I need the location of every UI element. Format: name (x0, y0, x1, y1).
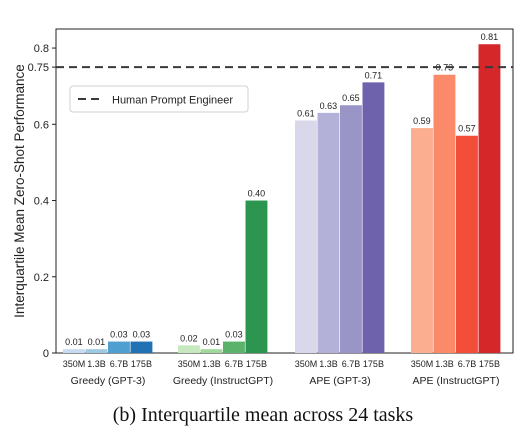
chart-overlay: Human Prompt Engineer (56, 66, 513, 113)
bar (245, 200, 268, 353)
x-size-label: 175B (246, 359, 267, 369)
y-tick-label: 0.75 (28, 62, 49, 74)
bar (433, 74, 456, 353)
bar (411, 128, 433, 353)
bar (456, 135, 478, 353)
bar (223, 341, 245, 353)
bar-value-label: 0.01 (65, 337, 83, 347)
x-size-label: 175B (363, 359, 384, 369)
bar (340, 105, 362, 353)
x-size-label: 175B (131, 359, 152, 369)
bar-value-label: 0.59 (413, 116, 431, 126)
bar (85, 349, 108, 353)
bar-value-label: 0.63 (320, 101, 338, 111)
x-size-label: 6.7B (342, 359, 361, 369)
bar-value-label: 0.71 (365, 70, 383, 80)
x-size-label: 6.7B (458, 359, 477, 369)
legend-box (69, 85, 249, 113)
bar (317, 112, 340, 353)
bar (130, 341, 153, 353)
bar-value-label: 0.01 (203, 337, 221, 347)
bar-value-label: 0.81 (481, 32, 499, 42)
x-size-label: 6.7B (225, 359, 244, 369)
x-size-label: 175B (479, 359, 500, 369)
x-group-label: Greedy (GPT-3) (71, 375, 146, 387)
bar (295, 120, 317, 353)
x-size-label: 350M (411, 359, 434, 369)
x-size-label: 350M (295, 359, 318, 369)
y-axis-label: Interquartile Mean Zero-Shot Performance (12, 64, 27, 318)
bar-value-label: 0.01 (88, 337, 106, 347)
bar (478, 44, 501, 353)
x-size-label: 1.3B (87, 359, 106, 369)
bar-value-label: 0.03 (110, 330, 128, 340)
figure-caption: (b) Interquartile mean across 24 tasks (112, 404, 414, 426)
bar-value-label: 0.03 (225, 330, 243, 340)
bar-value-label: 0.65 (342, 93, 360, 103)
bar-value-label: 0.40 (248, 189, 266, 199)
chart-bars: 0.01 350M 0.01 1.3B 0.03 6.7B 0.03 175B Greedy (… (63, 32, 501, 387)
bar (63, 349, 85, 353)
bar-chart: 0 0.2 0.4 0.6 0.75 0.8 Interquartile Mean Zero… (12, 28, 514, 387)
x-size-label: 6.7B (110, 359, 129, 369)
bar-value-label: 0.73 (436, 63, 454, 73)
y-tick-label: 0.4 (34, 196, 49, 208)
x-size-label: 1.3B (435, 359, 454, 369)
bar (108, 341, 130, 353)
y-tick-label: 0.6 (34, 119, 49, 131)
legend: Human Prompt Engineer (69, 85, 249, 113)
y-tick-label: 0.2 (34, 272, 49, 284)
bar-value-label: 0.03 (133, 330, 151, 340)
bar (362, 82, 385, 353)
x-group-label: Greedy (InstructGPT) (173, 375, 273, 387)
y-tick-label: 0.8 (34, 43, 49, 55)
chart-plot-area: 0 0.2 0.4 0.6 0.75 0.8 Interquartile Mean Zero… (12, 28, 514, 360)
bar-value-label: 0.57 (458, 124, 476, 134)
bar (178, 345, 200, 353)
x-size-label: 1.3B (319, 359, 338, 369)
legend-label: Human Prompt Engineer (112, 95, 233, 107)
x-group-label: APE (InstructGPT) (413, 375, 500, 387)
x-size-label: 1.3B (202, 359, 221, 369)
x-group-label: APE (GPT-3) (309, 375, 370, 387)
bar-value-label: 0.61 (297, 108, 315, 118)
bar (200, 349, 223, 353)
x-size-label: 350M (178, 359, 201, 369)
bar-value-label: 0.02 (180, 333, 198, 343)
y-tick-label: 0 (43, 348, 49, 360)
plot-frame (55, 28, 514, 354)
x-size-label: 350M (63, 359, 86, 369)
